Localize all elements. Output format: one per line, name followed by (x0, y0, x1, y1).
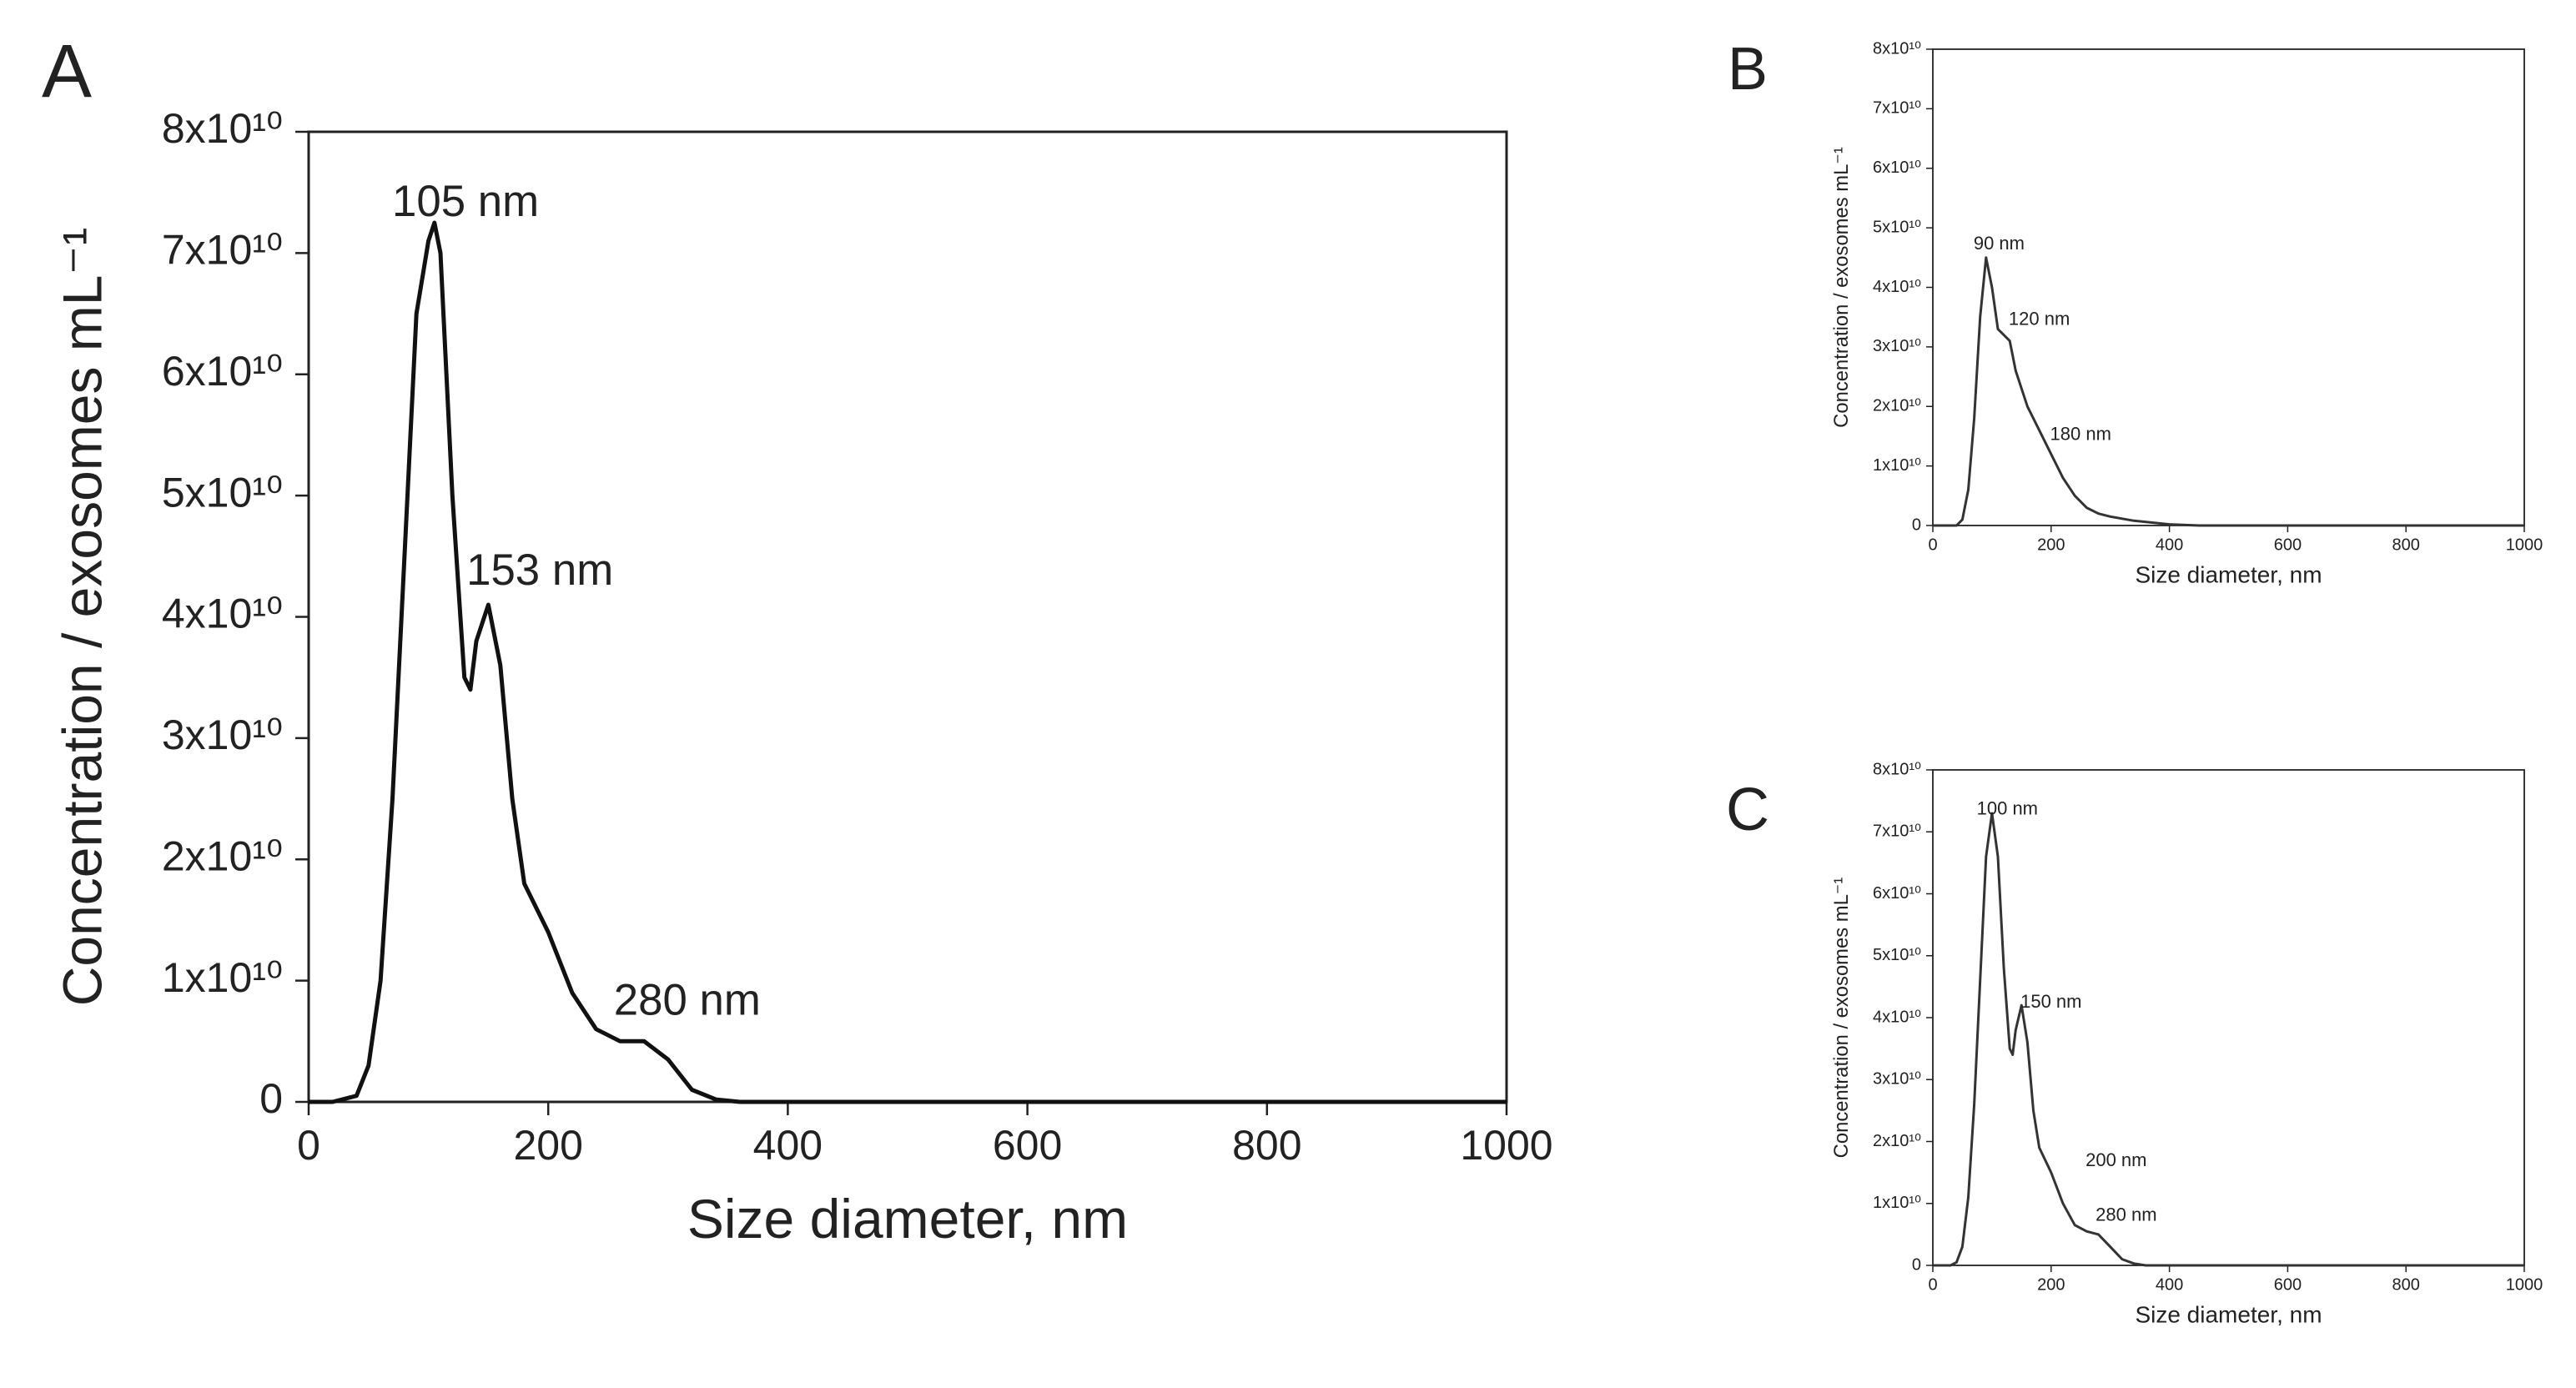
panel-label: C (1726, 777, 1769, 843)
y-tick-label: 6x10¹⁰ (1873, 884, 1921, 903)
x-tick-label: 400 (753, 1122, 823, 1169)
x-tick-label: 1000 (1460, 1122, 1552, 1169)
y-tick-label: 7x10¹⁰ (1873, 99, 1921, 118)
y-tick-label: 2x10¹⁰ (1873, 397, 1921, 415)
y-tick-label: 7x10¹⁰ (162, 227, 283, 274)
y-tick-label: 6x10¹⁰ (1873, 158, 1921, 177)
y-tick-label: 5x10¹⁰ (1873, 218, 1921, 236)
x-tick-label: 200 (2037, 536, 2065, 554)
x-tick-label: 800 (2392, 536, 2420, 554)
y-tick-label: 6x10¹⁰ (162, 348, 283, 395)
annotation: 150 nm (2020, 991, 2081, 1012)
y-tick-label: 1x10¹⁰ (1873, 456, 1921, 475)
annotation: 100 nm (1977, 797, 2038, 818)
annotation: 153 nm (466, 546, 613, 595)
y-tick-label: 2x10¹⁰ (162, 832, 283, 879)
annotation: 120 nm (2009, 309, 2070, 329)
plot-frame (307, 130, 1508, 1104)
panel-label: A (42, 30, 92, 113)
y-tick-label: 3x10¹⁰ (1873, 337, 1921, 355)
x-tick-label: 400 (2156, 1275, 2183, 1294)
x-tick-label: 800 (1232, 1122, 1301, 1169)
y-tick-label: 4x10¹⁰ (162, 591, 283, 637)
annotation: 105 nm (392, 177, 539, 226)
y-tick-label: 4x10¹⁰ (1873, 278, 1921, 296)
y-tick-label: 5x10¹⁰ (1873, 946, 1921, 964)
y-axis-label: Concentration / exosomes mL⁻¹ (52, 228, 113, 1007)
y-tick-label: 3x10¹⁰ (1873, 1070, 1921, 1089)
annotation: 280 nm (614, 975, 761, 1024)
x-tick-label: 200 (2037, 1275, 2065, 1294)
annotation: 180 nm (2050, 423, 2111, 444)
plot-frame (1932, 48, 2525, 526)
y-tick-label: 2x10¹⁰ (1873, 1132, 1921, 1150)
y-tick-label: 0 (259, 1075, 283, 1122)
data-line (1933, 256, 2524, 527)
x-tick-label: 0 (1928, 536, 1937, 554)
x-tick-label: 600 (2274, 1275, 2302, 1294)
data-line (309, 220, 1507, 1104)
y-tick-label: 3x10¹⁰ (162, 712, 283, 758)
y-axis-label: Concentration / exosomes mL⁻¹ (1830, 147, 1853, 428)
x-axis-label: Size diameter, nm (687, 1188, 1128, 1250)
annotation: 90 nm (1974, 233, 2025, 254)
x-axis-label: Size diameter, nm (2135, 562, 2322, 588)
x-tick-label: 200 (513, 1122, 582, 1169)
x-tick-label: 1000 (2506, 1275, 2543, 1294)
y-tick-label: 0 (1912, 1255, 1921, 1274)
panel-label: B (1728, 36, 1768, 103)
y-tick-label: 0 (1912, 515, 1921, 534)
x-tick-label: 0 (297, 1122, 320, 1169)
x-tick-label: 400 (2156, 536, 2183, 554)
plot-frame (1932, 769, 2525, 1266)
x-tick-label: 600 (2274, 536, 2302, 554)
y-tick-label: 8x10¹⁰ (162, 105, 283, 152)
y-tick-label: 8x10¹⁰ (1873, 39, 1921, 58)
x-axis-label: Size diameter, nm (2135, 1302, 2322, 1328)
data-line (1933, 812, 2524, 1267)
y-tick-label: 8x10¹⁰ (1873, 760, 1921, 778)
x-tick-label: 600 (993, 1122, 1062, 1169)
annotation: 200 nm (2085, 1149, 2146, 1170)
y-tick-label: 4x10¹⁰ (1873, 1008, 1921, 1026)
y-tick-label: 1x10¹⁰ (162, 954, 283, 1001)
y-tick-label: 5x10¹⁰ (162, 469, 283, 515)
y-tick-label: 1x10¹⁰ (1873, 1194, 1921, 1212)
y-tick-label: 7x10¹⁰ (1873, 822, 1921, 841)
y-axis-label: Concentration / exosomes mL⁻¹ (1830, 878, 1853, 1159)
x-tick-label: 1000 (2506, 536, 2543, 554)
annotation: 280 nm (2096, 1204, 2156, 1225)
x-tick-label: 800 (2392, 1275, 2420, 1294)
x-tick-label: 0 (1928, 1275, 1937, 1294)
